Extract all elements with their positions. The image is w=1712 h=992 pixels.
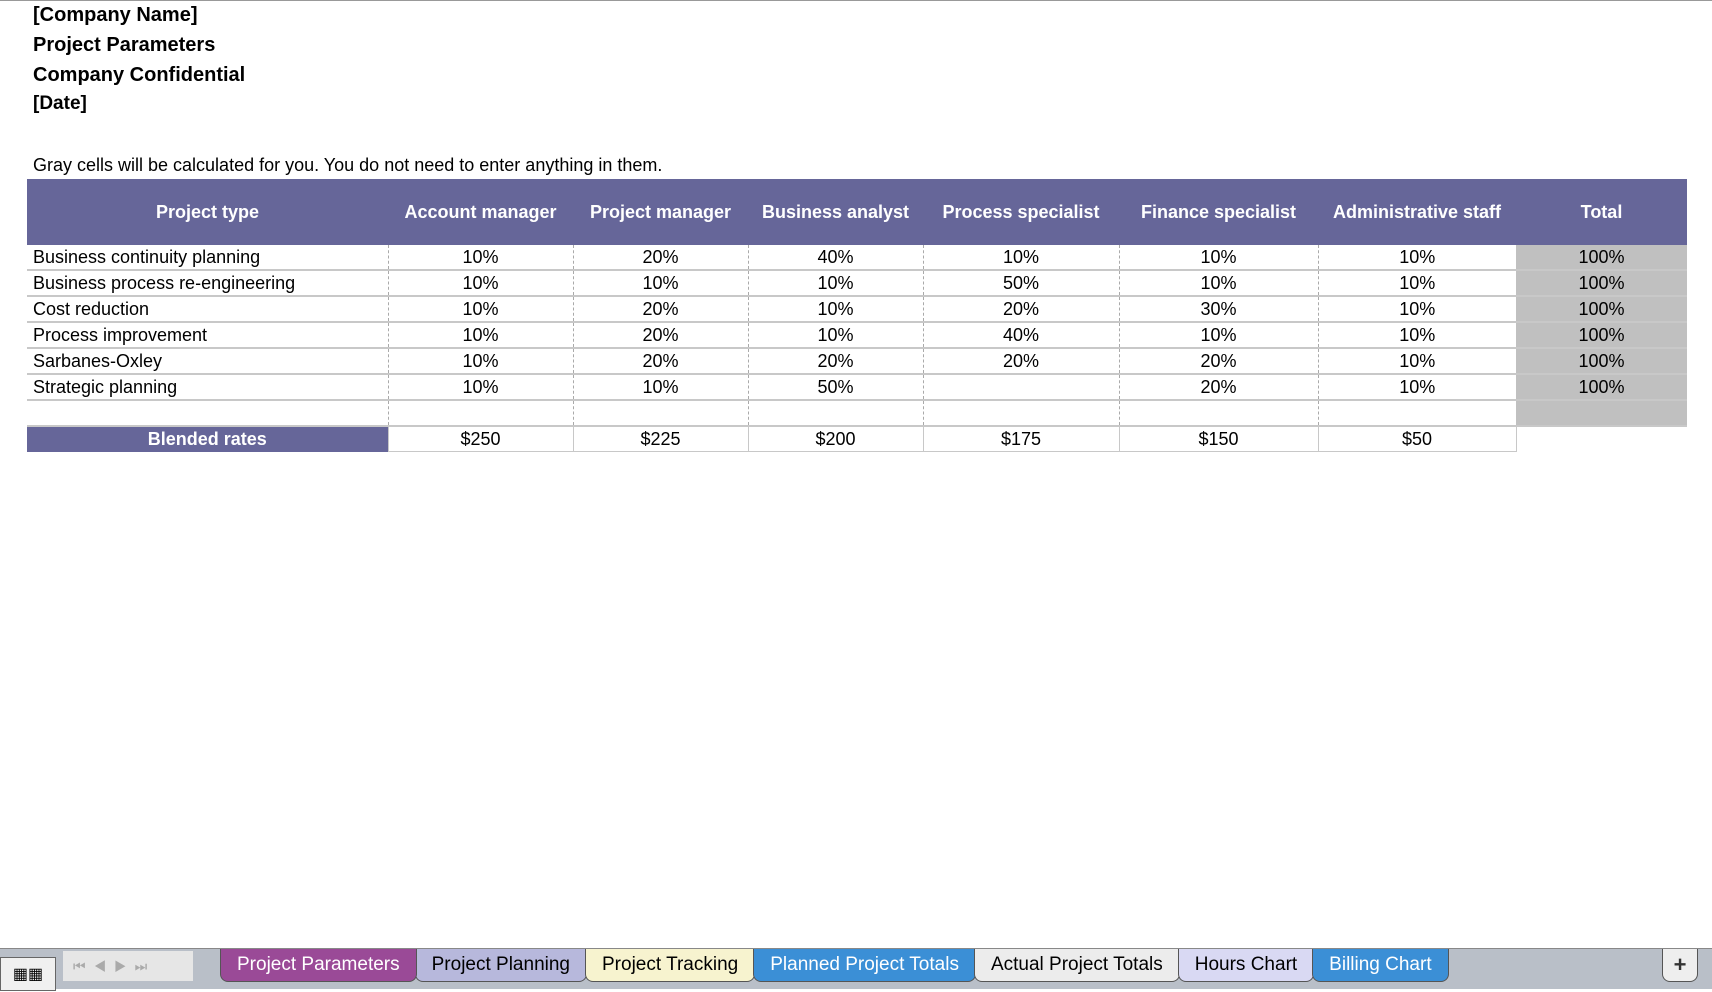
empty-row <box>27 400 1687 427</box>
table-row: Cost reduction 10% 20% 10% 20% 30% 10% 100% <box>27 296 1687 323</box>
percent-cell[interactable]: 10% <box>387 322 573 349</box>
sheet-title: Project Parameters <box>33 34 216 56</box>
percent-cell[interactable]: 10% <box>1317 270 1516 297</box>
sheet-navigation[interactable]: ⏮◀▶⏭ <box>63 951 193 981</box>
column-header: Administrative staff <box>1318 179 1516 245</box>
percent-cell[interactable]: 30% <box>1118 296 1318 323</box>
column-header: Business analyst <box>748 179 923 245</box>
empty-cell[interactable] <box>27 400 388 427</box>
empty-cell[interactable] <box>572 400 748 427</box>
column-header: Process specialist <box>923 179 1119 245</box>
rate-cell[interactable]: $175 <box>922 425 1120 452</box>
percent-cell[interactable]: 10% <box>747 296 923 323</box>
percent-cell[interactable]: 10% <box>922 245 1119 271</box>
total-cell <box>1516 400 1687 427</box>
percent-cell[interactable]: 10% <box>1118 245 1318 271</box>
total-cell: 100% <box>1516 374 1687 401</box>
total-cell: 100% <box>1516 270 1687 297</box>
blended-rates-row: Blended rates $250 $225 $200 $175 $150 $50 <box>27 425 1687 452</box>
total-cell: 100% <box>1516 348 1687 375</box>
project-type-cell[interactable]: Sarbanes-Oxley <box>27 348 388 375</box>
percent-cell[interactable]: 20% <box>747 348 923 375</box>
empty-cell[interactable] <box>922 400 1119 427</box>
instructions-note: Gray cells will be calculated for you. Y… <box>33 155 663 175</box>
total-cell: 100% <box>1516 296 1687 323</box>
percent-cell[interactable]: 10% <box>572 270 748 297</box>
rate-cell[interactable]: $250 <box>387 425 574 452</box>
total-cell: 100% <box>1516 245 1687 271</box>
percent-cell[interactable]: 10% <box>1317 374 1516 401</box>
blended-rates-label: Blended rates <box>27 426 388 452</box>
percent-cell[interactable]: 40% <box>922 322 1119 349</box>
percent-cell[interactable]: 10% <box>1317 348 1516 375</box>
percent-cell[interactable]: 20% <box>922 348 1119 375</box>
percent-cell[interactable]: 10% <box>1317 296 1516 323</box>
rate-cell[interactable]: $200 <box>747 425 924 452</box>
table-row: Business continuity planning 10% 20% 40% 10%… <box>27 245 1687 271</box>
project-type-cell[interactable]: Process improvement <box>27 322 388 349</box>
percent-cell[interactable]: 10% <box>387 374 573 401</box>
percent-cell[interactable]: 40% <box>747 245 923 271</box>
empty-cell[interactable] <box>387 400 573 427</box>
add-sheet-button[interactable]: + <box>1662 949 1698 982</box>
sheet-tab[interactable]: Project Parameters <box>220 949 417 982</box>
sheet-tab[interactable]: Project Planning <box>414 949 587 982</box>
empty-cell[interactable] <box>1317 400 1516 427</box>
sheet-tab[interactable]: Hours Chart <box>1177 949 1315 982</box>
percent-cell[interactable]: 20% <box>572 296 748 323</box>
percent-cell[interactable]: 20% <box>572 322 748 349</box>
percent-cell[interactable]: 10% <box>1317 322 1516 349</box>
date-label: [Date] <box>33 93 87 114</box>
percent-cell[interactable]: 10% <box>1118 322 1318 349</box>
table-row: Strategic planning 10% 10% 50% 20% 10% 100% <box>27 374 1687 401</box>
percent-cell[interactable]: 10% <box>747 322 923 349</box>
percent-cell[interactable] <box>922 374 1119 401</box>
sheet-tab[interactable]: Billing Chart <box>1312 949 1449 982</box>
project-type-cell[interactable]: Business continuity planning <box>27 245 388 271</box>
column-header: Project manager <box>573 179 748 245</box>
percent-cell[interactable]: 10% <box>387 348 573 375</box>
percent-cell[interactable]: 50% <box>747 374 923 401</box>
table-row: Process improvement 10% 20% 10% 40% 10% 10% 100… <box>27 322 1687 349</box>
percent-cell[interactable]: 10% <box>387 270 573 297</box>
percent-cell[interactable]: 10% <box>572 374 748 401</box>
percent-cell[interactable]: 10% <box>1118 270 1318 297</box>
column-header: Finance specialist <box>1119 179 1318 245</box>
rate-cell[interactable]: $150 <box>1118 425 1319 452</box>
percent-cell[interactable]: 20% <box>1118 374 1318 401</box>
column-header: Total <box>1516 179 1687 245</box>
percent-cell[interactable]: 20% <box>922 296 1119 323</box>
parameters-table: Project type Account manager Project manag… <box>27 179 1687 452</box>
rate-cell[interactable]: $50 <box>1317 425 1517 452</box>
percent-cell[interactable]: 20% <box>572 348 748 375</box>
empty-cell[interactable] <box>1118 400 1318 427</box>
sheet-tab[interactable]: Actual Project Totals <box>973 949 1180 982</box>
percent-cell[interactable]: 20% <box>572 245 748 271</box>
percent-cell[interactable]: 10% <box>387 245 573 271</box>
confidential-label: Company Confidential <box>33 64 246 86</box>
company-name: [Company Name] <box>33 4 198 26</box>
percent-cell[interactable]: 50% <box>922 270 1119 297</box>
total-cell: 100% <box>1516 322 1687 349</box>
sheet-tab[interactable]: Project Tracking <box>585 949 756 982</box>
table-row: Business process re-engineering 10% 10% 10%… <box>27 270 1687 297</box>
empty-cell[interactable] <box>747 400 923 427</box>
sheet-tab-bar: ▦▦ ⏮◀▶⏭ Project Parameters Project Planni… <box>0 948 1712 991</box>
percent-cell[interactable]: 10% <box>747 270 923 297</box>
project-type-cell[interactable]: Business process re-engineering <box>27 270 388 297</box>
top-border <box>0 0 1712 1</box>
view-toggle-button[interactable]: ▦▦ <box>0 957 56 991</box>
table-row: Sarbanes-Oxley 10% 20% 20% 20% 20% 10% 100% <box>27 348 1687 375</box>
column-header: Account manager <box>388 179 573 245</box>
column-header: Project type <box>27 179 388 245</box>
project-type-cell[interactable]: Cost reduction <box>27 296 388 323</box>
percent-cell[interactable]: 10% <box>1317 245 1516 271</box>
project-type-cell[interactable]: Strategic planning <box>27 374 388 401</box>
rate-cell[interactable]: $225 <box>572 425 749 452</box>
sheet-tab[interactable]: Planned Project Totals <box>753 949 976 982</box>
percent-cell[interactable]: 20% <box>1118 348 1318 375</box>
header-row: Project type Account manager Project manag… <box>27 179 1687 245</box>
percent-cell[interactable]: 10% <box>387 296 573 323</box>
